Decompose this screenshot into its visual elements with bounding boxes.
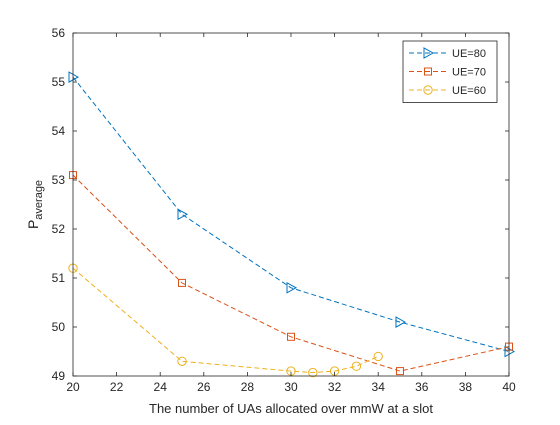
y-tick-label: 51 [52, 271, 66, 285]
data-point [68, 71, 80, 83]
x-tick-label: 22 [110, 380, 124, 394]
legend: UE=80 UE=70 UE=60 [402, 40, 498, 103]
legend-marker-sample [423, 47, 435, 59]
y-tick-label: 55 [52, 75, 66, 89]
x-tick-label: 32 [328, 380, 342, 394]
legend-label: UE=80 [452, 48, 486, 60]
x-tick-label: 24 [154, 380, 168, 394]
legend-marker-sample [423, 85, 433, 95]
data-point [177, 356, 187, 366]
x-tick-label: 40 [502, 380, 516, 394]
legend-marker-sample [424, 67, 432, 76]
data-point [351, 361, 362, 371]
data-point [396, 367, 404, 376]
series-ue-60 [68, 263, 383, 378]
data-point [308, 367, 318, 378]
series-ue-80 [68, 71, 516, 358]
x-tick-label: 38 [459, 380, 473, 394]
y-tick-label: 54 [52, 124, 66, 138]
x-tick-label: 26 [197, 380, 211, 394]
y-axis-label: Paverage [25, 180, 45, 229]
y-tick-label: 56 [52, 26, 66, 40]
x-tick-label: 34 [372, 380, 386, 394]
series-line [72, 76, 510, 352]
data-point [504, 345, 516, 358]
x-axis-label: The number of UAs allocated over mmW at … [149, 401, 433, 416]
legend-label: UE=70 [452, 67, 486, 79]
data-point [287, 332, 295, 341]
x-tick-label: 30 [284, 380, 298, 394]
data-point [286, 281, 298, 294]
y-tick-label: 52 [52, 222, 66, 236]
legend-entry: UE=80 [409, 47, 486, 60]
y-axis-label-subscript: average [33, 180, 45, 220]
legend-entry: UE=70 [409, 67, 486, 79]
data-point [178, 278, 186, 287]
y-tick-label: 53 [52, 173, 66, 187]
legend-entry: UE=60 [409, 85, 486, 97]
y-tick-label: 50 [52, 320, 66, 334]
data-point [177, 208, 189, 221]
legend-label: UE=60 [452, 85, 486, 97]
series-line [72, 267, 379, 374]
x-tick-label: 20 [66, 380, 80, 394]
axes-ticks: 20 22 24 26 28 30 32 34 36 38 40 49 50 51 52 53 54 55 56 [52, 26, 516, 394]
x-tick-label: 36 [415, 380, 429, 394]
x-tick-label: 28 [241, 380, 255, 394]
data-point [395, 316, 407, 328]
series-layer [68, 71, 516, 378]
series-line [72, 174, 510, 372]
y-axis-label-main: P [25, 220, 41, 229]
series-ue-70 [69, 171, 513, 376]
data-point [373, 351, 383, 362]
y-tick-label: 49 [52, 369, 66, 383]
